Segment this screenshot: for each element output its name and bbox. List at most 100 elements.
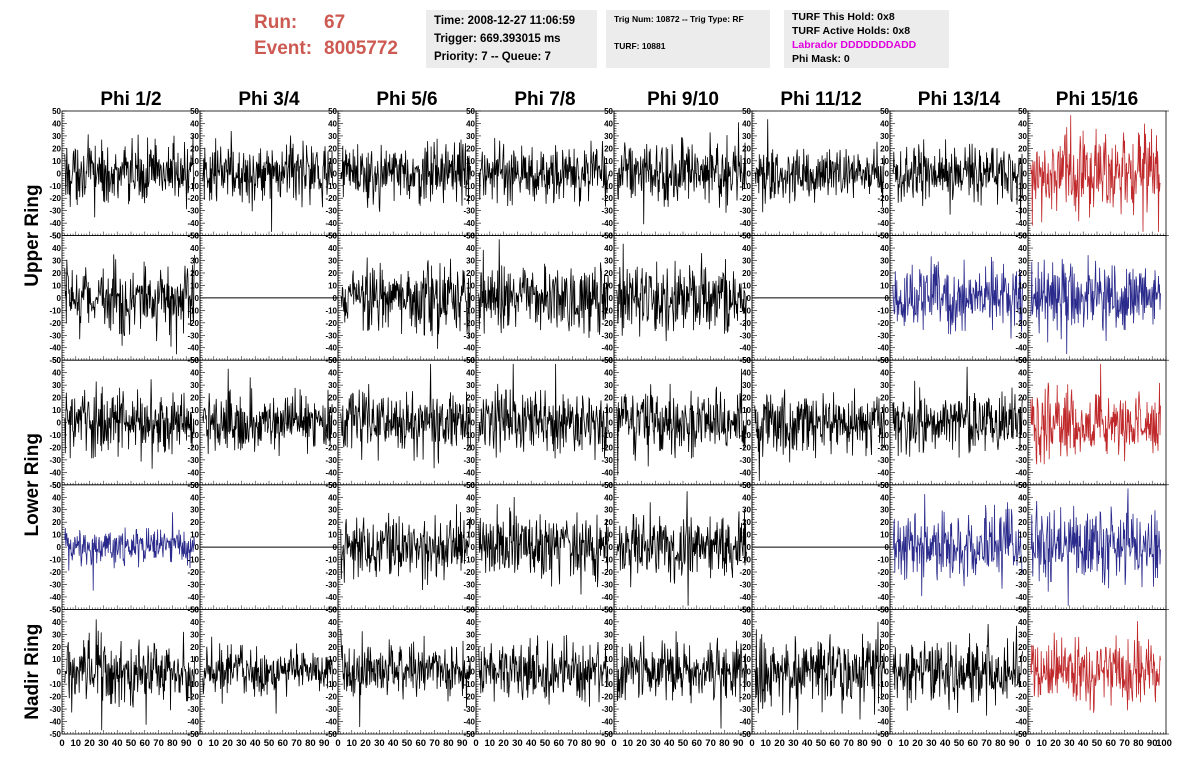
y-tick-label: 30 (742, 506, 751, 515)
y-tick-label: 10 (190, 531, 199, 540)
y-tick-label: -40 (49, 718, 61, 727)
y-tick-label: 0 (747, 169, 752, 178)
y-tick-label: 10 (328, 531, 337, 540)
y-tick-label: 40 (742, 369, 751, 378)
y-tick-label: 20 (880, 144, 889, 153)
x-tick-label: 90 (319, 738, 330, 749)
x-tick-label: 30 (512, 738, 523, 749)
y-tick-label: -20 (739, 568, 751, 577)
y-tick-label: 50 (880, 107, 889, 116)
y-tick-label: 50 (1018, 605, 1027, 614)
y-tick-label: -30 (49, 705, 61, 714)
waveform-trace (340, 257, 471, 349)
y-tick-label: 30 (880, 506, 889, 515)
turf-hold-line: TURF This Hold: 0x8 (792, 11, 895, 23)
y-tick-label: 20 (328, 144, 337, 153)
y-tick-label: 10 (328, 406, 337, 415)
y-tick-label: 50 (742, 356, 751, 365)
x-tick-label: 90 (457, 738, 468, 749)
y-tick-label: -40 (1015, 344, 1027, 353)
y-tick-label: 30 (328, 630, 337, 639)
y-tick-label: 10 (52, 281, 61, 290)
y-tick-label: 10 (742, 406, 751, 415)
y-tick-label: 10 (52, 655, 61, 664)
y-tick-label: 40 (190, 493, 199, 502)
run-label: Run: (254, 12, 298, 33)
y-tick-label: 20 (190, 144, 199, 153)
y-tick-label: 30 (1018, 630, 1027, 639)
y-tick-label: 40 (328, 119, 337, 128)
y-tick-label: 30 (328, 132, 337, 141)
y-tick-label: -10 (739, 182, 751, 191)
column-title: Phi 11/12 (780, 89, 861, 110)
x-tick-label: 60 (968, 738, 979, 749)
y-tick-label: 20 (1018, 394, 1027, 403)
y-tick-label: 0 (195, 294, 200, 303)
y-tick-label: -50 (1015, 232, 1027, 241)
y-tick-label: -30 (739, 456, 751, 465)
y-tick-label: 50 (880, 481, 889, 490)
event-row: Event: 8005772 (254, 36, 419, 62)
y-tick-label: 30 (1018, 132, 1027, 141)
y-tick-label: 10 (190, 406, 199, 415)
y-tick-label: 0 (609, 294, 614, 303)
y-tick-label: 30 (742, 630, 751, 639)
y-tick-label: -20 (601, 194, 613, 203)
y-tick-label: -10 (739, 431, 751, 440)
y-tick-label: 40 (604, 369, 613, 378)
y-tick-label: -50 (1015, 481, 1027, 490)
y-tick-label: 30 (604, 257, 613, 266)
y-tick-label: -50 (463, 481, 475, 490)
x-tick-label: 80 (167, 738, 178, 749)
y-tick-label: -20 (877, 319, 889, 328)
waveform-trace (340, 504, 471, 591)
x-tick-label: 50 (540, 738, 551, 749)
x-tick-label: 80 (1133, 738, 1144, 749)
y-tick-label: 0 (1023, 169, 1028, 178)
y-tick-label: -50 (739, 481, 751, 490)
y-tick-label: 40 (466, 119, 475, 128)
y-tick-label: 0 (609, 169, 614, 178)
y-tick-label: -30 (601, 207, 613, 216)
y-tick-label: 50 (328, 481, 337, 490)
y-tick-label: -30 (601, 456, 613, 465)
y-tick-label: -30 (877, 456, 889, 465)
waveform-trace (478, 239, 609, 338)
x-tick-label: 90 (595, 738, 606, 749)
labrador-line: Labrador DDDDDDDADD (792, 39, 917, 51)
y-tick-label: 40 (1018, 618, 1027, 627)
y-tick-label: -50 (463, 356, 475, 365)
y-tick-label: -30 (463, 705, 475, 714)
x-tick-label: 90 (181, 738, 192, 749)
y-tick-label: -20 (187, 194, 199, 203)
y-tick-label: 20 (742, 144, 751, 153)
y-tick-label: 20 (190, 643, 199, 652)
y-tick-label: -30 (1015, 580, 1027, 589)
run-row: Run: 67 (254, 10, 419, 36)
x-tick-label: 20 (498, 738, 509, 749)
y-tick-label: 20 (328, 394, 337, 403)
x-tick-label: 70 (981, 738, 992, 749)
waveform-trace (64, 379, 195, 469)
y-tick-label: -20 (739, 443, 751, 452)
y-tick-label: 50 (190, 605, 199, 614)
trig-info-box: Trig Num: 10872 -- Trig Type: RF TURF: 1… (606, 10, 770, 68)
y-tick-label: 0 (333, 294, 338, 303)
y-tick-label: -50 (877, 356, 889, 365)
y-tick-label: 0 (885, 419, 890, 428)
y-tick-label: 30 (742, 381, 751, 390)
y-tick-label: 30 (604, 630, 613, 639)
waveform-trace (892, 494, 1023, 597)
y-tick-label: 10 (880, 531, 889, 540)
y-tick-label: 30 (190, 132, 199, 141)
y-tick-label: 20 (604, 269, 613, 278)
x-tick-label: 10 (485, 738, 496, 749)
column-title: Phi 5/6 (376, 89, 437, 110)
y-tick-label: -30 (601, 580, 613, 589)
y-tick-label: 40 (328, 369, 337, 378)
column-title: Phi 3/4 (238, 89, 300, 110)
y-tick-label: -30 (187, 580, 199, 589)
y-tick-label: -30 (1015, 705, 1027, 714)
y-tick-label: -40 (877, 718, 889, 727)
y-tick-label: 50 (466, 232, 475, 241)
